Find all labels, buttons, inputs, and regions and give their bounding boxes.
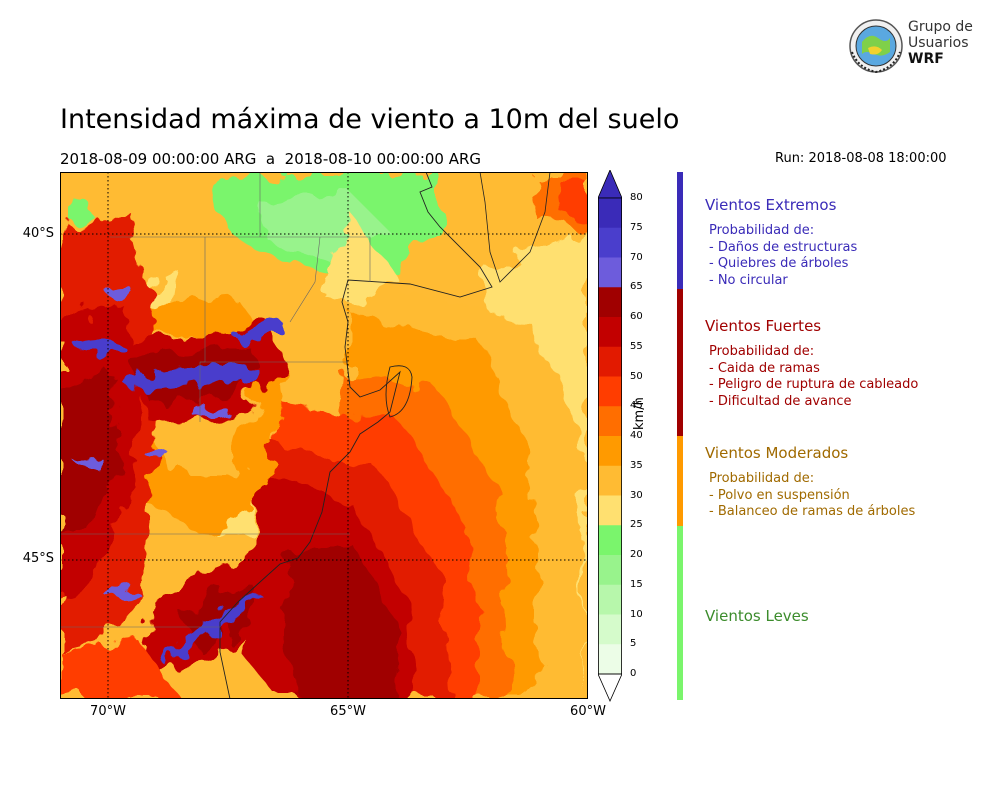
colorbar-frame <box>598 197 622 675</box>
wind-map <box>60 172 588 699</box>
colorbar-tick-label: 65 <box>630 281 643 293</box>
run-time: Run: 2018-08-08 18:00:00 <box>775 151 947 166</box>
colorbar-segment <box>598 555 622 586</box>
colorbar-segment <box>598 198 622 229</box>
category-title-moderados: Vientos Moderados <box>705 444 849 462</box>
colorbar-segment <box>598 436 622 467</box>
colorbar-segment <box>598 525 622 556</box>
category-bar-fuertes <box>677 289 683 436</box>
uruguay-border <box>479 172 551 283</box>
colorbar-segment <box>598 287 622 318</box>
category-title-leves: Vientos Leves <box>705 607 809 625</box>
colorbar-extend-min <box>598 673 622 702</box>
province-borders <box>60 172 371 628</box>
colorbar-tick-label: 10 <box>630 608 643 620</box>
colorbar-tick-label: 35 <box>630 459 643 471</box>
category-bar-leves <box>677 526 683 700</box>
colorbar-tick-label: 75 <box>630 221 643 233</box>
colorbar-tick-label: 20 <box>630 549 643 560</box>
map-title: Intensidad máxima de viento a 10m del su… <box>60 104 680 135</box>
peninsula-valdes <box>385 365 413 418</box>
coastline <box>219 172 493 699</box>
colorbar-unit: km/h <box>632 397 647 430</box>
lat-label-45s: 45°S <box>22 551 54 566</box>
category-text-extremos: Probabilidad de: - Daños de estructuras … <box>709 223 858 288</box>
colorbar-tick-label: 50 <box>630 370 643 382</box>
lon-label-65w: 65°W <box>330 704 366 719</box>
colorbar-segment <box>598 495 622 526</box>
category-title-extremos: Vientos Extremos <box>705 196 837 214</box>
wrf-logo: Grupo de Usuarios WRF <box>848 16 973 74</box>
gridlines <box>60 172 588 699</box>
globe-seal-icon <box>849 19 903 74</box>
colorbar-tick-label: 0 <box>630 668 637 679</box>
wind-field <box>60 172 588 699</box>
logo-line-1: Grupo de <box>908 19 973 35</box>
colorbar-segment <box>598 584 622 615</box>
colorbar-tick-label: 15 <box>630 578 643 590</box>
colorbar-segment <box>598 317 622 348</box>
colorbar-tick-label: 30 <box>630 489 643 501</box>
category-bar-extremos <box>677 172 683 289</box>
colorbar <box>598 170 622 702</box>
colorbar-segment <box>598 614 622 645</box>
colorbar-segment <box>598 346 622 377</box>
logo-line-3: WRF <box>908 51 944 67</box>
category-bar-moderados <box>677 436 683 526</box>
category-text-moderados: Probabilidad de: - Polvo en suspensión -… <box>709 471 916 519</box>
colorbar-segment <box>598 257 622 288</box>
colorbar-tick-label: 55 <box>630 340 643 352</box>
lon-label-60w: 60°W <box>570 704 606 719</box>
colorbar-tick-label: 5 <box>630 638 637 650</box>
colorbar-tick-label: 25 <box>630 519 643 531</box>
forecast-period: 2018-08-09 00:00:00 ARG a 2018-08-10 00:… <box>60 150 482 168</box>
logo-line-2: Usuarios <box>908 35 969 51</box>
colorbar-extend-max <box>598 170 622 199</box>
colorbar-tick-label: 70 <box>630 251 643 263</box>
colorbar-segment <box>598 227 622 258</box>
category-text-fuertes: Probabilidad de: - Caida de ramas - Peli… <box>709 344 919 409</box>
colorbar-tick-label: 80 <box>630 192 643 203</box>
colorbar-segment <box>598 376 622 407</box>
category-title-fuertes: Vientos Fuertes <box>705 317 822 335</box>
colorbar-tick-label: 60 <box>630 311 643 322</box>
map-frame <box>60 172 588 699</box>
lat-label-40s: 40°S <box>22 226 54 241</box>
colorbar-tick-label: 45 <box>630 400 643 412</box>
colorbar-segment <box>598 406 622 437</box>
lon-label-70w: 70°W <box>90 704 126 719</box>
colorbar-tick-label: 40 <box>630 430 643 441</box>
colorbar-segment <box>598 465 622 496</box>
colorbar-segment <box>598 644 622 675</box>
